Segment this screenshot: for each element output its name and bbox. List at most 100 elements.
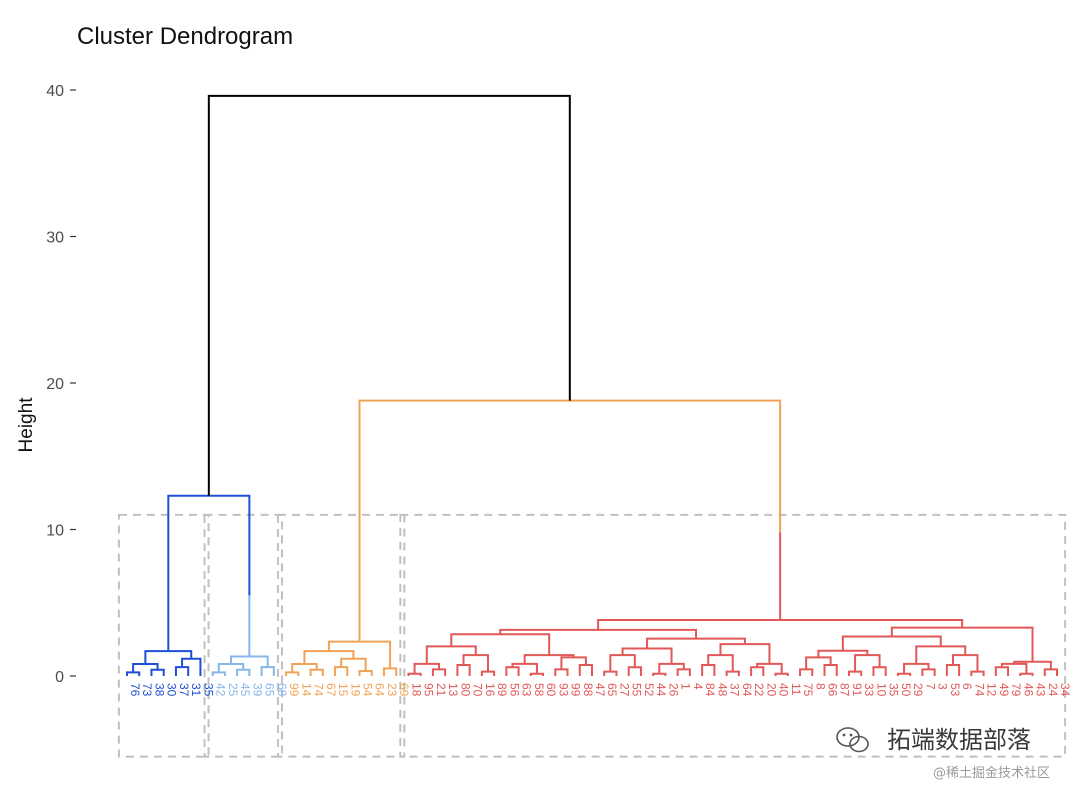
leaf-label: 4: [691, 683, 705, 690]
leaf-label: 53: [948, 683, 962, 697]
leaf-label: 37: [177, 683, 191, 697]
y-tick-label: 40: [46, 83, 64, 100]
y-tick-label: 10: [46, 523, 64, 540]
dendrogram-link: [652, 672, 667, 676]
watermark-text: 拓端数据部落: [887, 726, 1031, 754]
leaf-label: 40: [777, 683, 791, 697]
cluster-rectangles: [117, 513, 1067, 758]
leaf-label: 30: [165, 683, 179, 697]
watermark: 拓端数据部落 @稀土掘金技术社区: [836, 726, 1050, 781]
dendrogram-link: [413, 662, 441, 674]
y-tick-label: 20: [46, 376, 64, 393]
leaf-label: 21: [434, 683, 448, 697]
dendrogram-link: [756, 662, 783, 674]
leaf-label: 8: [813, 683, 827, 690]
y-tick-label: 0: [55, 669, 64, 686]
leaf-label: 65: [605, 683, 619, 697]
dendrogram-link: [597, 618, 964, 630]
dendrogram-link: [750, 666, 765, 676]
leaf-label: 99: [287, 683, 301, 697]
cluster-rectangle: [399, 513, 1067, 758]
dendrogram-link: [407, 672, 422, 676]
leaf-label: 60: [544, 683, 558, 697]
leaf-label: 95: [422, 683, 436, 697]
dendrogram-link: [174, 666, 190, 676]
dendrogram-link: [817, 649, 869, 658]
leaf-label: 49: [997, 683, 1011, 697]
dendrogram-link: [890, 626, 1034, 662]
leaf-label: 29: [911, 683, 925, 697]
leaf-label: 25: [226, 683, 240, 697]
leaf-label: 70: [471, 683, 485, 697]
leaf-label: 34: [1058, 683, 1072, 697]
leaf-label: 18: [409, 683, 423, 697]
leaf-label: 31: [189, 683, 203, 697]
dendrogram-link: [774, 672, 789, 676]
dendrogram-link: [450, 633, 551, 656]
dendrogram-link: [578, 664, 593, 676]
dendrogram-link: [358, 399, 782, 586]
leaf-label: 24: [1046, 683, 1060, 697]
leaf-label: 73: [140, 683, 154, 697]
dendrogram-link: [334, 666, 349, 676]
leaf-label: 99: [569, 683, 583, 697]
dendrogram-link: [511, 662, 538, 674]
leaf-label: 1: [679, 683, 693, 690]
dendrogram-link: [523, 654, 575, 664]
dendrogram-link: [207, 94, 571, 496]
leaf-label: 19: [348, 683, 362, 697]
dendrogram-link: [126, 671, 141, 676]
leaf-label: 48: [715, 683, 729, 697]
leaf-label: 65: [263, 683, 277, 697]
dendrogram-link: [425, 645, 477, 664]
leaf-label: 66: [826, 683, 840, 697]
dendrogram-link: [560, 656, 587, 670]
leaf-label: 50: [899, 683, 913, 697]
dendrogram-link: [1013, 660, 1052, 670]
dendrogram-link: [701, 664, 716, 676]
leaf-label: 56: [507, 683, 521, 697]
dendrogram-link: [841, 635, 942, 651]
dendrogram-link: [603, 670, 618, 676]
dendrogram-link: [676, 668, 691, 676]
leaf-label: 44: [654, 683, 668, 697]
dendrogram-link: [217, 663, 245, 673]
dendrogram-link: [921, 668, 936, 676]
leaf-label: 10: [874, 683, 888, 697]
chart-title: Cluster Dendrogram: [77, 23, 293, 50]
leaf-label: 42: [214, 683, 228, 697]
leaf-label: 64: [740, 683, 754, 697]
leaf-label: 84: [703, 683, 717, 697]
leaf-label: 69: [397, 683, 411, 697]
leaf-label: 27: [617, 683, 631, 697]
dendrogram-link: [1000, 662, 1028, 674]
dendrogram-link: [609, 654, 636, 672]
dendrogram-link: [903, 662, 930, 674]
leaf-label: 63: [520, 683, 534, 697]
dendrogram-link: [150, 668, 165, 676]
leaf-label: 13: [446, 683, 460, 697]
dendrogram-link: [505, 666, 520, 676]
dendrogram-link: [554, 668, 569, 676]
leaf-label: 74: [312, 683, 326, 697]
dendrogram-link: [291, 663, 318, 673]
leaf-label: 20: [764, 683, 778, 697]
dendrogram-link: [627, 666, 642, 676]
leaf-label: 52: [642, 683, 656, 697]
dendrogram-link: [658, 662, 685, 674]
dendrogram-link: [896, 672, 912, 676]
dendrogram-link: [951, 654, 979, 672]
dendrogram-link: [260, 666, 275, 676]
leaf-label: 22: [752, 683, 766, 697]
dendrogram-link: [309, 668, 324, 676]
dendrogram-link: [285, 671, 300, 676]
dendrogram-link: [719, 643, 771, 664]
dendrogram-link: [847, 670, 863, 676]
dendrogram-link: [431, 668, 447, 676]
leaf-label: 76: [128, 683, 142, 697]
leaf-label: 43: [1034, 683, 1048, 697]
leaf-label: 80: [458, 683, 472, 697]
leaf-label: 47: [593, 683, 607, 697]
dendrogram-link: [132, 663, 159, 673]
leaf-label: 15: [336, 683, 350, 697]
